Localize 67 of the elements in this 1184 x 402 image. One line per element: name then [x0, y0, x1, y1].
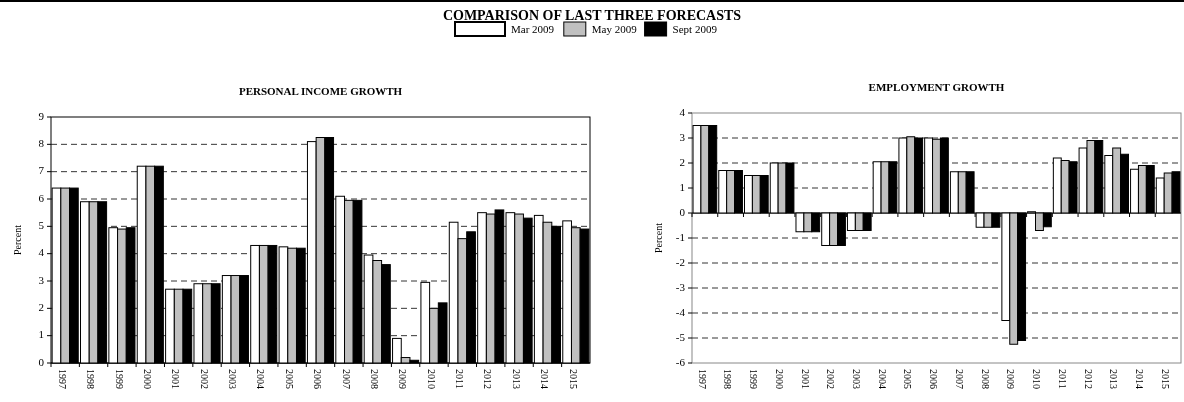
x-tick-label: 2008 [368, 369, 380, 389]
x-tick-label: 2005 [283, 369, 295, 389]
y-tick-label: 9 [38, 109, 45, 122]
y-axis-title: Percent [653, 222, 664, 253]
y-tick-label: 1 [679, 180, 685, 193]
chart-title: EMPLOYMENT GROWTH [868, 81, 1005, 93]
x-tick-label: 2008 [979, 369, 991, 389]
x-tick-label: 2010 [425, 369, 437, 389]
x-tick-label: 2015 [1159, 369, 1171, 389]
x-tick-label: 2001 [799, 369, 811, 389]
x-tick-label: 2002 [198, 369, 210, 389]
x-tick-label: 2005 [902, 369, 914, 389]
y-tick-label: 3 [38, 273, 45, 286]
y-tick-label: -2 [675, 255, 685, 268]
chart-title: PERSONAL INCOME GROWTH [238, 85, 403, 97]
x-tick-label: 1997 [56, 369, 68, 389]
y-tick-label: 6 [38, 191, 45, 204]
y-tick-label: 4 [679, 105, 686, 118]
x-tick-label: 2006 [312, 369, 324, 389]
x-tick-label: 2013 [1108, 369, 1120, 389]
x-tick-label: 1999 [748, 369, 760, 389]
y-tick-label: 0 [38, 355, 45, 368]
y-tick-label: -6 [675, 355, 686, 368]
y-tick-label: -3 [675, 280, 686, 293]
x-tick-label: 2009 [1005, 369, 1017, 389]
y-axis-title: Percent [12, 224, 23, 255]
x-tick-label: 1999 [113, 369, 125, 389]
x-tick-label: 2014 [1134, 369, 1146, 389]
x-tick-label: 2015 [567, 369, 579, 389]
x-tick-label: 2011 [1056, 369, 1068, 389]
x-tick-label: 2010 [1031, 369, 1043, 389]
legend-label: May 2009 [591, 23, 638, 35]
x-tick-label: 2009 [397, 369, 409, 389]
x-tick-label: 2004 [876, 369, 888, 389]
x-tick-label: 1998 [85, 369, 97, 389]
x-tick-label: 2014 [539, 369, 551, 389]
x-tick-label: 2006 [928, 369, 940, 389]
x-tick-label: 2001 [170, 369, 182, 389]
y-tick-label: 0 [679, 205, 686, 218]
legend-label: Mar 2009 [511, 23, 555, 35]
x-tick-label: 2003 [227, 369, 239, 389]
y-tick-label: 2 [679, 155, 685, 168]
y-tick-label: 5 [38, 218, 45, 231]
x-tick-label: 2003 [850, 369, 862, 389]
x-tick-label: 1997 [696, 369, 708, 389]
legend-label: Sept 2009 [672, 23, 718, 35]
y-tick-label: 2 [38, 300, 44, 313]
y-tick-label: 3 [679, 130, 686, 143]
y-tick-label: 7 [38, 164, 45, 177]
y-tick-label: -4 [675, 305, 686, 318]
y-tick-label: 4 [38, 246, 45, 259]
y-tick-label: 1 [38, 328, 44, 341]
y-tick-label: -5 [675, 330, 686, 343]
x-tick-label: 2013 [510, 369, 522, 389]
text: COMPARISON OF LAST THREE FORECASTS [442, 8, 742, 23]
x-tick-label: 1998 [722, 369, 734, 389]
x-tick-label: 2012 [482, 369, 494, 389]
y-tick-label: -1 [675, 230, 685, 243]
x-tick-label: 2012 [1082, 369, 1094, 389]
x-tick-label: 2011 [454, 369, 466, 389]
x-tick-label: 2007 [340, 369, 352, 389]
x-tick-label: 2000 [773, 369, 785, 389]
x-tick-label: 2007 [953, 369, 965, 389]
x-tick-label: 2000 [141, 369, 153, 389]
x-tick-label: 2002 [825, 369, 837, 389]
y-tick-label: 8 [38, 136, 45, 149]
x-tick-label: 2004 [255, 369, 267, 389]
